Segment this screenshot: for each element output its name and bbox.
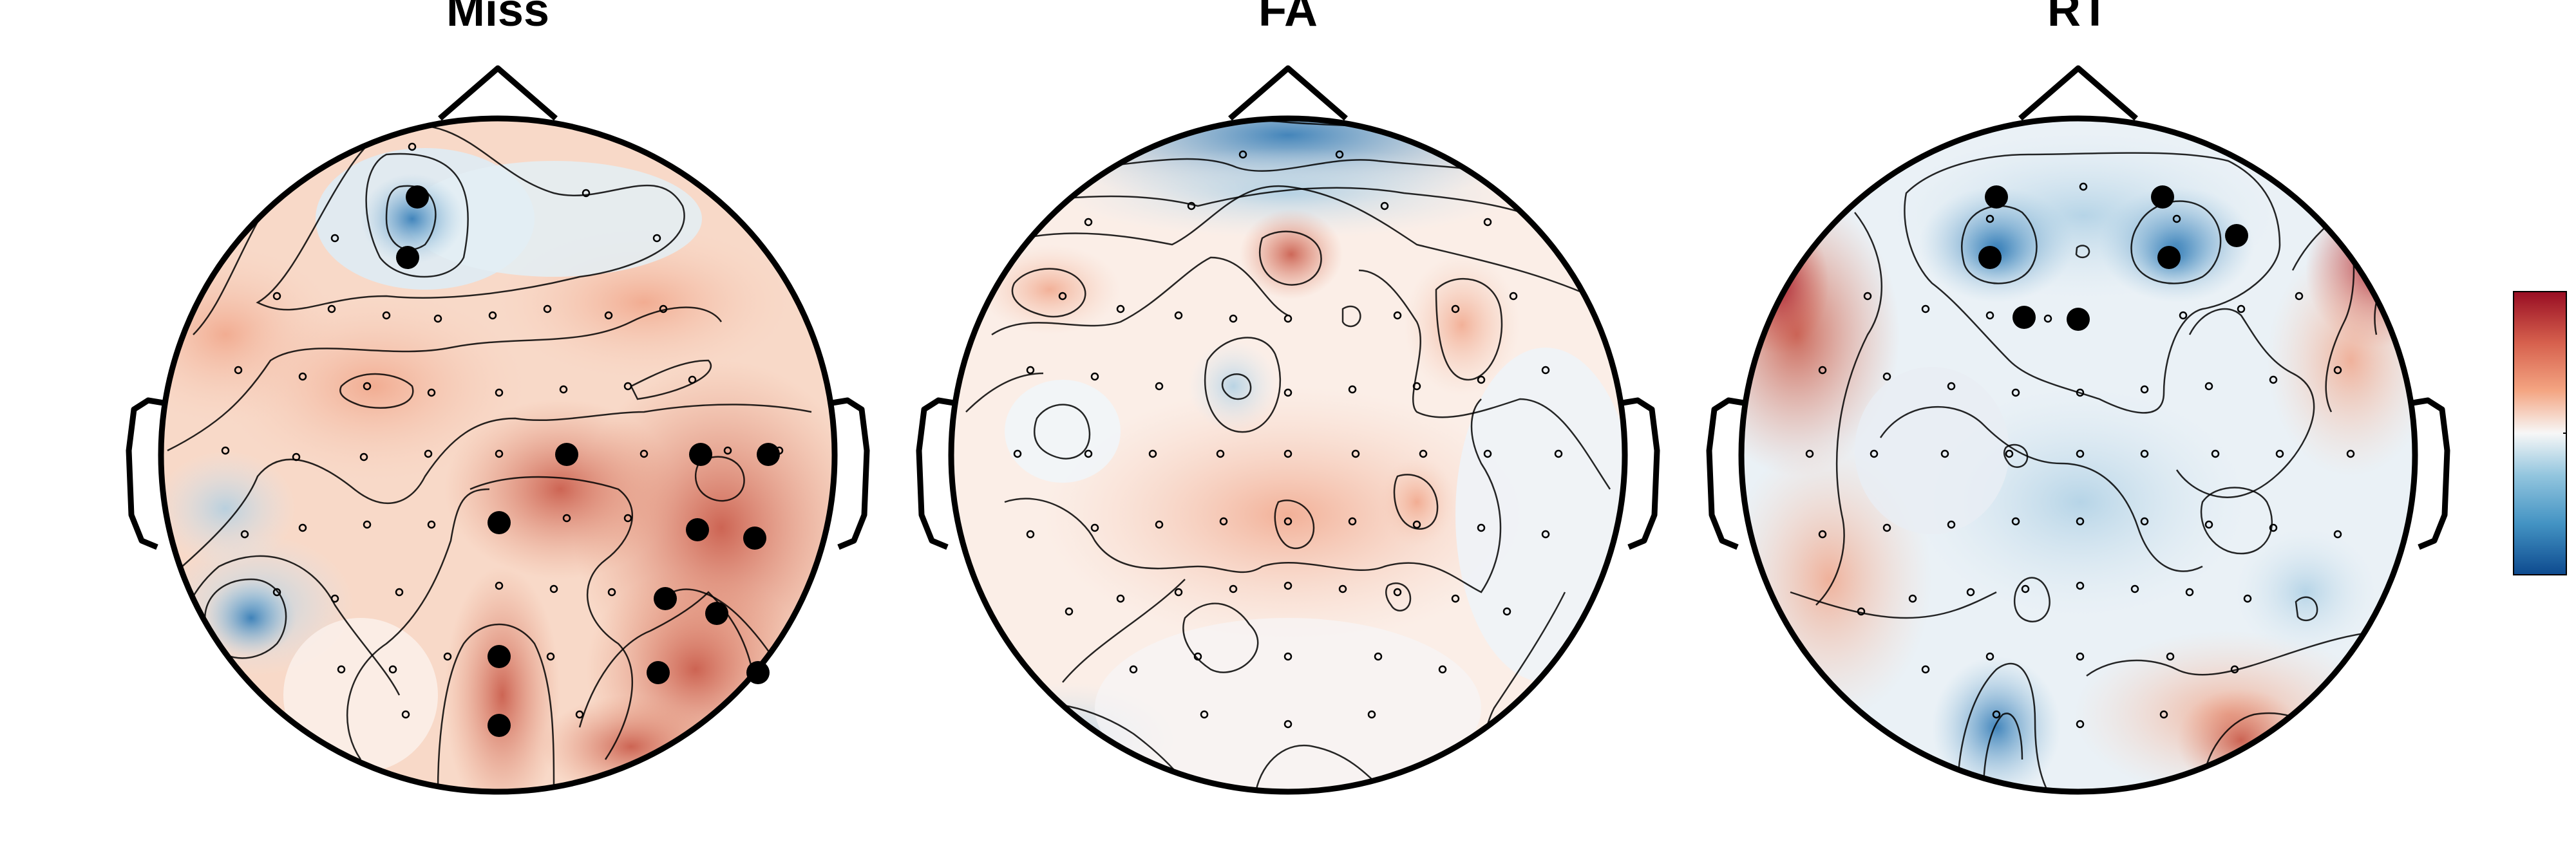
sensors-fa [1013,150,1563,729]
panel-title: FA [1258,0,1318,36]
panel-title: Miss [446,0,549,36]
panel-fa: FA [916,0,1660,795]
colorbar-gradient [2513,291,2567,575]
sensors-rt [1805,182,2355,729]
panel-title: RT [2047,0,2109,36]
head-outline-rt [1706,65,2450,795]
colorbar [2513,291,2567,575]
contours-fa [965,120,1611,792]
sensors-miss [221,142,784,719]
head-outline-fa [916,65,1660,795]
head-outline-miss [126,65,870,795]
panel-rt: RT [1706,0,2450,795]
significant-electrodes-rt [1978,185,2248,331]
panel-miss: Miss [126,0,870,795]
topo-field-rt [1741,118,2415,792]
topo-field-miss [161,118,835,792]
contours-rt [1790,152,2409,792]
